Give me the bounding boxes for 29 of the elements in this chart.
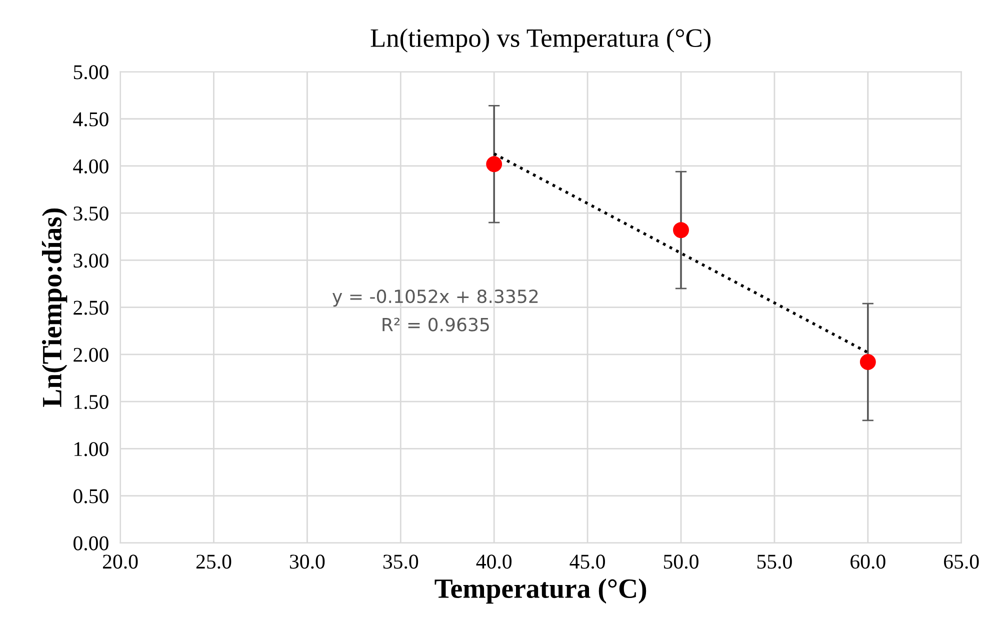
point [673,222,689,238]
y-tick-label: 3.00 [74,254,108,268]
point [860,354,876,370]
x-tick-label: 45.0 [570,554,605,569]
annotation: R² = 0.9635 [382,318,489,332]
x-tick-label: 40.0 [476,554,512,569]
x-tick-label: 20.0 [102,554,138,569]
y-tick-label: 5.00 [74,65,108,80]
y-tick-label: 2.50 [74,300,108,315]
y-tick-label: 2.00 [74,348,108,362]
x-tick-label: 60.0 [850,554,886,569]
x-tick-label: 30.0 [290,554,325,569]
y-tick-label: 3.50 [74,206,108,221]
y-axis-title: Ln(Tiempo:días) [42,208,68,407]
y-tick-label: 0.00 [74,536,108,550]
y-tick-label: 1.50 [74,394,108,410]
y-tick-label: 0.50 [74,489,108,504]
x-tick-label: 25.0 [196,554,232,569]
x-tick-label: 55.0 [757,554,792,569]
x-tick-label: 65.0 [944,554,979,569]
point [486,156,502,172]
annotation: y = -0.1052x + 8.3352 [332,290,538,307]
x-axis-title: Temperatura (°C) [434,578,646,604]
y-tick-label: 4.50 [73,112,108,126]
chart-title: Ln(tiempo) vs Temperatura (°C) [370,28,710,52]
y-tick-label: 1.00 [74,442,108,456]
y-tick-label: 4.00 [73,159,108,174]
x-tick-label: 35.0 [383,554,418,569]
x-tick-label: 50.0 [664,554,698,569]
